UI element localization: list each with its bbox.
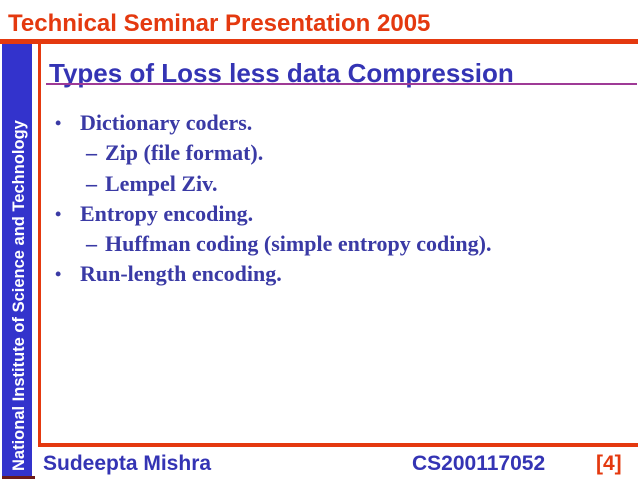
- dash-marker: –: [86, 140, 97, 166]
- institute-sidebar: [2, 44, 32, 476]
- institute-name-vertical-text: National Institute of Science and Techno…: [10, 120, 28, 471]
- bullet-list: • Dictionary coders. – Zip (file format). – L…: [55, 108, 595, 290]
- bullet-text: Huffman coding (simple entropy coding).: [105, 231, 492, 257]
- bottom-horizontal-rule: [38, 443, 638, 447]
- bullet-item: – Huffman coding (simple entropy coding).: [86, 229, 595, 259]
- bullet-dot-marker: •: [55, 203, 62, 224]
- bullet-dot-marker: •: [55, 113, 62, 133]
- left-vertical-rule: [38, 44, 41, 447]
- bullet-text: Entropy encoding.: [80, 200, 254, 226]
- slide-title-underline: [46, 83, 637, 85]
- top-horizontal-rule: [0, 39, 638, 44]
- bullet-item: • Dictionary coders.: [55, 108, 595, 138]
- bullet-item: • Entropy encoding.: [55, 199, 595, 229]
- bullet-dot-marker: •: [55, 264, 62, 285]
- dash-marker: –: [86, 231, 97, 257]
- bullet-item: – Lempel Ziv.: [86, 169, 595, 199]
- bullet-item: • Run-length encoding.: [55, 259, 595, 289]
- bullet-text: Dictionary coders.: [80, 110, 253, 135]
- bullet-text: Lempel Ziv.: [105, 170, 218, 196]
- footer-page-number: [4]: [596, 452, 622, 475]
- bullet-item: – Zip (file format).: [86, 138, 595, 168]
- presentation-header-title: Technical Seminar Presentation 2005: [8, 10, 431, 37]
- bullet-text: Zip (file format).: [105, 140, 264, 166]
- dash-marker: –: [86, 170, 97, 196]
- bullet-text: Run-length encoding.: [80, 261, 282, 287]
- footer-roll-number: CS200117052: [412, 452, 546, 475]
- footer-author-name: Sudeepta Mishra: [43, 452, 212, 475]
- sidebar-bottom-shadow: [2, 476, 35, 479]
